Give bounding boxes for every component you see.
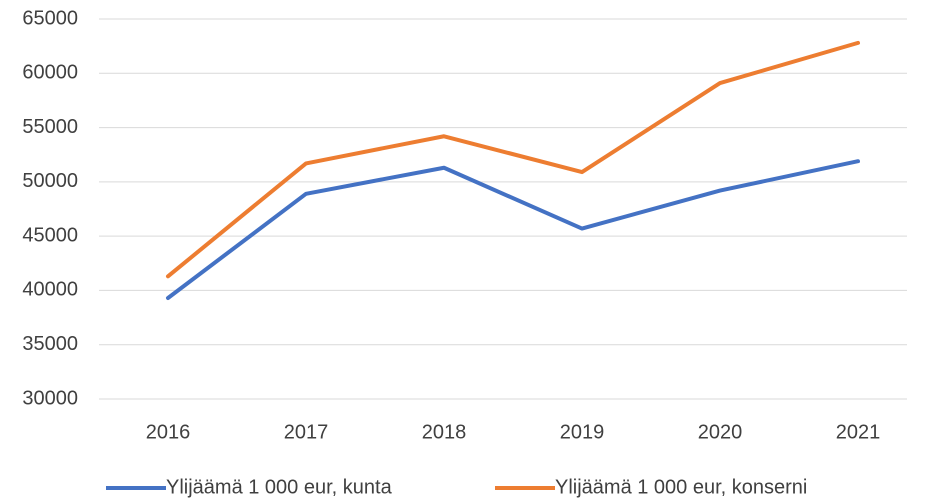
legend-label: Ylijäämä 1 000 eur, kunta [166, 476, 393, 498]
x-tick-label: 2017 [284, 421, 329, 443]
x-tick-label: 2018 [422, 421, 467, 443]
x-tick-label: 2021 [836, 421, 881, 443]
y-tick-label: 50000 [22, 170, 78, 192]
x-tick-label: 2020 [698, 421, 743, 443]
y-tick-label: 30000 [22, 387, 78, 409]
x-tick-label: 2019 [560, 421, 605, 443]
y-tick-label: 55000 [22, 116, 78, 138]
line-series [166, 40, 860, 279]
y-tick-label: 60000 [22, 62, 78, 84]
line-series [166, 159, 860, 301]
y-tick-label: 65000 [22, 7, 78, 29]
y-tick-label: 45000 [22, 224, 78, 246]
y-tick-label: 40000 [22, 279, 78, 301]
y-tick-label: 35000 [22, 333, 78, 355]
legend-label: Ylijäämä 1 000 eur, konserni [555, 476, 807, 498]
x-tick-label: 2016 [146, 421, 191, 443]
